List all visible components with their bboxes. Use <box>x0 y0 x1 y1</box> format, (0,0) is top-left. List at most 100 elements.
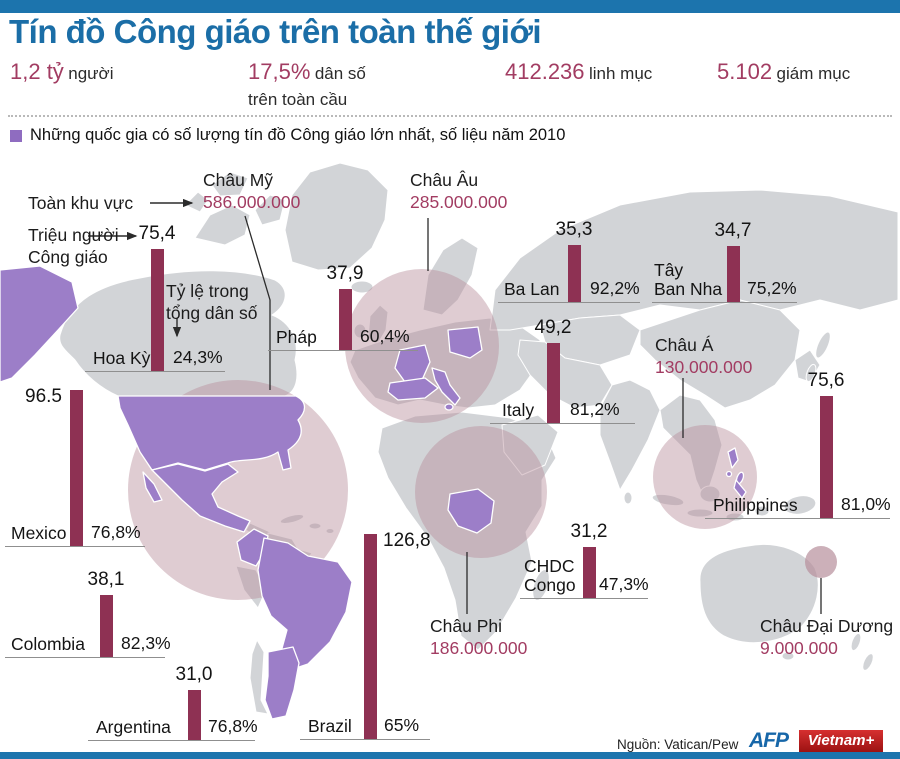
country-percent-value: 81,0% <box>841 494 891 514</box>
country-bar <box>188 690 201 740</box>
country-baseline <box>705 518 890 519</box>
stat-value: 5.102 <box>717 59 773 84</box>
region-total-value: 586.000.000 <box>203 192 301 212</box>
country-name: Argentina <box>96 717 171 737</box>
map-country-drcongo <box>447 488 495 534</box>
source-credit: Nguồn: Vatican/Pew <box>617 737 739 752</box>
stat-value: 412.236 <box>505 59 585 84</box>
country-millions-value: 31,2 <box>570 521 608 542</box>
region-label-oceania: Châu Đại Dương 9.000.000 <box>760 615 893 659</box>
country-name: Mexico <box>11 523 67 543</box>
country-block-co: 38,1 Colombia 82,3% <box>5 562 171 658</box>
country-millions-value: 34,7 <box>714 220 752 241</box>
country-bar <box>583 547 596 598</box>
region-name: Châu Đại Dương <box>760 616 894 636</box>
country-baseline <box>490 423 635 424</box>
region-total-value: 186.000.000 <box>430 638 528 658</box>
country-percent-value: 82,3% <box>121 633 171 653</box>
country-name: Brazil <box>308 716 352 736</box>
country-millions-value: 49,2 <box>534 317 572 338</box>
country-name: Tây Ban Nha <box>654 260 723 299</box>
country-baseline <box>5 657 165 658</box>
country-name: Colombia <box>11 634 85 654</box>
country-block-mx: 96.5 Mexico 76,8% <box>5 357 145 547</box>
region-total-value: 130.000.000 <box>655 357 753 377</box>
country-bar <box>547 343 560 423</box>
world-map <box>0 162 899 720</box>
map-country-italy-sicily <box>444 403 454 411</box>
country-percent-value: 92,2% <box>590 278 640 298</box>
country-percent-value: 47,3% <box>599 574 649 594</box>
region-name: Châu Phi <box>430 616 502 636</box>
region-name: Châu Á <box>655 335 714 355</box>
legend-millions: Triệu người Công giáo <box>28 225 119 267</box>
country-millions-value: 31,0 <box>175 664 213 685</box>
country-block-br: 126,8 Brazil 65% <box>300 501 431 740</box>
stat-label: giám mục <box>776 64 851 83</box>
map-country-poland <box>447 326 483 359</box>
country-block-fr: 37,9 Pháp 60,4% <box>268 256 418 351</box>
country-millions-value: 38,1 <box>87 569 125 590</box>
map-country-argentina <box>264 646 300 720</box>
country-millions-value: 126,8 <box>383 530 431 551</box>
country-millions-value: 35,3 <box>555 219 593 240</box>
map-country-mexico <box>151 463 251 533</box>
country-baseline <box>5 546 145 547</box>
afp-logo: AFP <box>749 729 789 752</box>
map-land <box>59 162 899 715</box>
country-name: Hoa Kỳ <box>93 348 151 368</box>
region-name: Châu Âu <box>410 170 479 190</box>
map-country-spain <box>387 377 439 401</box>
map-country-philippines-3 <box>733 479 747 499</box>
stat-population-share: 17,5% dân số trên toàn cầu <box>248 59 420 113</box>
country-bar <box>568 245 581 302</box>
stat-value: 17,5% <box>248 59 311 84</box>
country-millions-value: 75,6 <box>807 370 845 391</box>
stat-label: người <box>68 64 114 83</box>
country-percent-value: 76,8% <box>208 716 258 736</box>
country-block-pl: 35,3 Ba Lan 92,2% <box>498 212 640 303</box>
stat-bishops: 5.102 giám mục <box>717 59 850 87</box>
map-country-alaska <box>0 265 79 383</box>
country-percent-value: 75,2% <box>747 278 797 298</box>
region-total-value: 285.000.000 <box>410 192 508 212</box>
bottom-accent-bar <box>0 752 900 759</box>
stat-value: 1,2 tỷ <box>10 59 64 84</box>
region-label-africa: Châu Phi 186.000.000 <box>430 615 527 659</box>
region-name: Châu Mỹ <box>203 170 274 190</box>
stat-label: linh mục <box>588 64 653 83</box>
country-baseline <box>652 302 797 303</box>
stat-label: dân số trên toàn cầu <box>248 64 366 109</box>
country-percent-value: 81,2% <box>570 399 620 419</box>
country-block-it: 49,2 Italy 81,2% <box>490 310 635 424</box>
country-baseline <box>88 740 255 741</box>
country-name: CHDC Congo <box>524 556 576 595</box>
region-label-asia: Châu Á 130.000.000 <box>655 334 752 378</box>
country-name: Italy <box>502 400 535 420</box>
country-bar <box>820 396 833 518</box>
country-name: Philippines <box>713 495 798 515</box>
country-block-es: 34,7 Tây Ban Nha 75,2% <box>652 213 797 303</box>
country-millions-value: 75,4 <box>138 223 176 244</box>
vietnamplus-logo: Vietnam+ <box>799 730 883 752</box>
country-percent-value: 24,3% <box>173 347 223 367</box>
country-bar <box>151 249 164 371</box>
map-country-usa <box>117 395 306 471</box>
stat-believers: 1,2 tỷ người <box>10 59 113 87</box>
country-bar <box>364 534 377 739</box>
country-bar <box>100 595 113 657</box>
legend-arrows <box>88 198 194 338</box>
top-accent-bar <box>0 0 900 13</box>
page-title: Tín đồ Công giáo trên toàn thế giới <box>9 13 542 50</box>
country-block-ph: 75,6 Philippines 81,0% <box>705 363 891 519</box>
map-country-brazil <box>257 537 353 671</box>
circle-oceania <box>805 546 837 578</box>
country-percent-value: 60,4% <box>360 326 410 346</box>
region-label-americas: Châu Mỹ 586.000.000 <box>203 169 300 213</box>
country-baseline <box>300 739 430 740</box>
country-name: Ba Lan <box>504 279 560 299</box>
country-percent-value: 76,8% <box>91 522 141 542</box>
legend-region-total: Toàn khu vực <box>28 193 134 213</box>
region-total-value: 9.000.000 <box>760 638 838 658</box>
